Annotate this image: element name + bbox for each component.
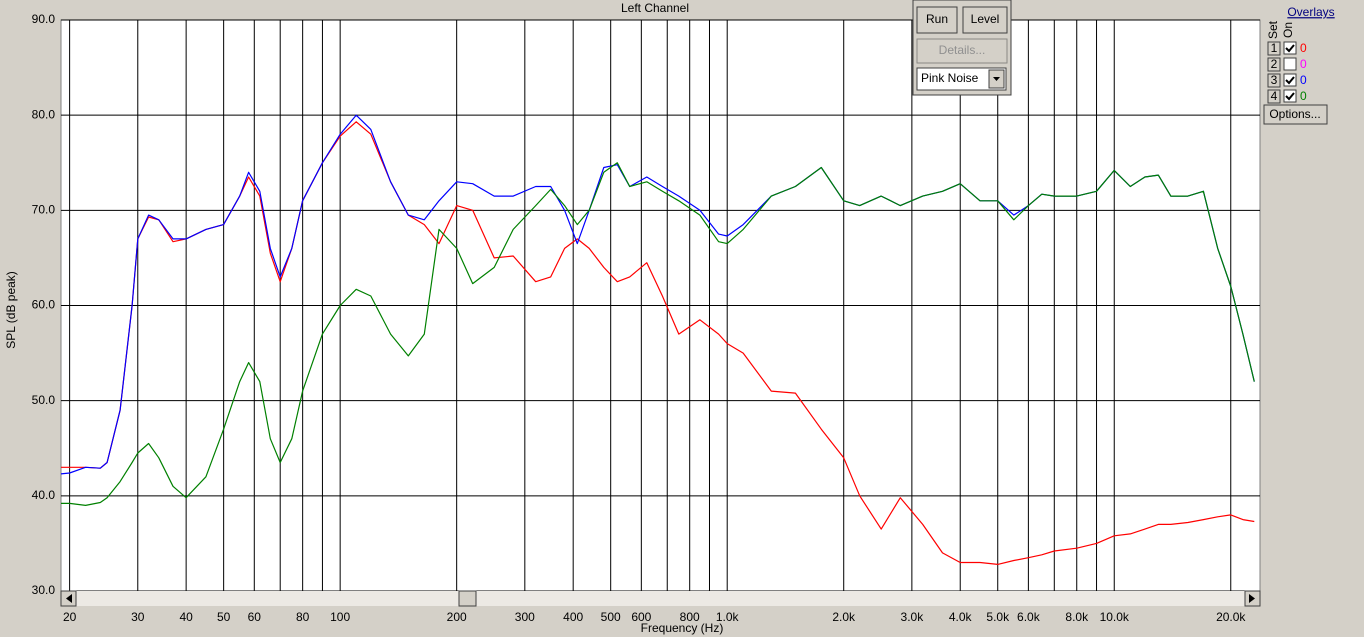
x-tick-label: 300	[515, 610, 535, 624]
x-tick-label: 80	[296, 610, 310, 624]
x-tick-label: 40	[179, 610, 193, 624]
checkbox[interactable]	[1283, 57, 1297, 71]
arrow-icon	[66, 594, 72, 603]
series-line	[61, 162, 1255, 506]
scrollbar[interactable]	[60, 590, 1261, 607]
run-label: Run	[926, 12, 948, 26]
check-mark	[1285, 76, 1295, 85]
overlay-value: 0	[1300, 41, 1307, 55]
y-tick-label: 30.0	[32, 583, 56, 597]
y-tick-label: 70.0	[32, 203, 56, 217]
check-mark	[1285, 92, 1295, 101]
set-label: 3	[1271, 73, 1278, 87]
check-mark	[1285, 44, 1295, 53]
x-tick-label: 800	[680, 610, 700, 624]
generator-select[interactable]	[916, 67, 1007, 91]
x-tick-label: 400	[563, 610, 583, 624]
overlays-title[interactable]: Overlays	[1287, 5, 1334, 19]
y-axis-label: SPL (dB peak)	[4, 271, 18, 349]
x-tick-label: 8.0k	[1065, 610, 1089, 624]
set-button[interactable]	[1267, 73, 1281, 88]
checkbox[interactable]	[1283, 73, 1297, 87]
set-label: 4	[1271, 89, 1278, 103]
set-label: 2	[1271, 57, 1278, 71]
overlays-panel: Overlays Set On Options... 1 0 2 0 3 0 4 0	[1263, 5, 1335, 125]
set-button[interactable]	[1267, 41, 1281, 56]
overlay-value: 0	[1300, 57, 1307, 71]
on-header: On	[1281, 22, 1295, 38]
controls: Run Level Details... Pink Noise	[912, 0, 1012, 96]
set-button[interactable]	[1267, 57, 1281, 72]
x-tick-label: 2.0k	[832, 610, 856, 624]
x-tick-label: 6.0k	[1017, 610, 1041, 624]
arrow-icon	[993, 77, 1000, 81]
y-tick-label: 50.0	[32, 393, 56, 407]
x-tick-label: 100	[330, 610, 350, 624]
y-tick-label: 60.0	[32, 298, 56, 312]
options-button[interactable]	[1263, 104, 1328, 125]
details-label: Details...	[939, 43, 986, 57]
x-tick-label: 3.0k	[901, 610, 925, 624]
x-tick-label: 30	[131, 610, 145, 624]
checkbox[interactable]	[1283, 41, 1297, 55]
y-tick-label: 40.0	[32, 488, 56, 502]
lines	[60, 114, 1255, 565]
x-tick-label: 200	[447, 610, 467, 624]
scroll-thumb[interactable]	[458, 590, 477, 607]
x-tick-label: 20	[63, 610, 77, 624]
scroll-track[interactable]	[61, 591, 1260, 606]
options-label: Options...	[1269, 107, 1320, 121]
x-tick-label: 1.0k	[716, 610, 740, 624]
set-header: Set	[1266, 20, 1280, 39]
set-label: 1	[1271, 41, 1278, 55]
level-label: Level	[971, 12, 1000, 26]
set-button[interactable]	[1267, 89, 1281, 104]
x-tick-label: 5.0k	[986, 610, 1010, 624]
overlay-value: 0	[1300, 89, 1307, 103]
checkbox[interactable]	[1283, 89, 1297, 103]
x-tick-label: 60	[248, 610, 262, 624]
chart-title: Left Channel	[621, 1, 689, 15]
details-button[interactable]	[916, 38, 1008, 64]
y-tick-label: 90.0	[32, 12, 56, 26]
x-tick-label: 20.0k	[1216, 610, 1246, 624]
level-button[interactable]	[962, 6, 1008, 34]
run-button[interactable]	[916, 6, 958, 34]
x-tick-label: 600	[631, 610, 651, 624]
arrow-icon	[1249, 594, 1255, 603]
x-tick-label: 50	[217, 610, 231, 624]
generator-label: Pink Noise	[921, 71, 979, 85]
x-tick-label: 500	[601, 610, 621, 624]
y-tick-label: 80.0	[32, 107, 56, 121]
overlay-value: 0	[1300, 73, 1307, 87]
x-tick-label: 10.0k	[1100, 610, 1130, 624]
x-tick-label: 4.0k	[949, 610, 973, 624]
x-axis-label: Frequency (Hz)	[641, 621, 724, 635]
